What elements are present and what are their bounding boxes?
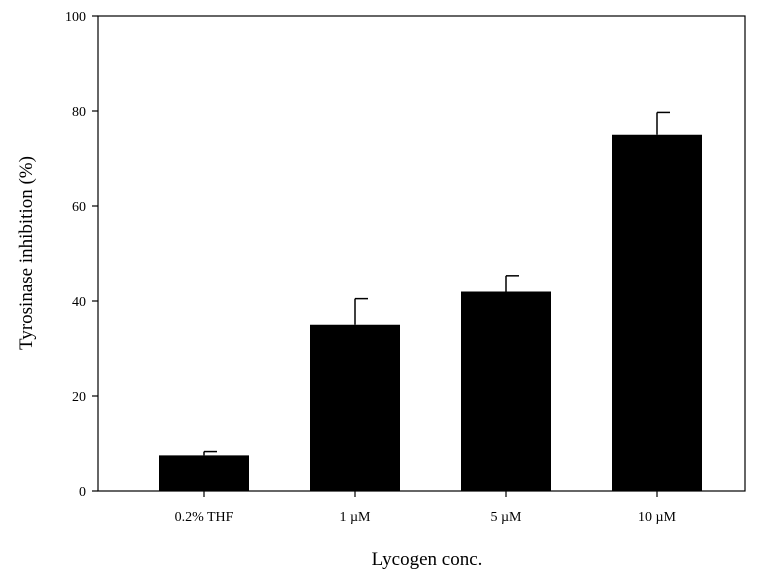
y-tick-label: 0	[79, 485, 86, 500]
bars	[159, 111, 702, 491]
y-tick-label: 80	[72, 105, 86, 120]
x-tick-label: 5 µM	[490, 510, 522, 525]
bar	[461, 291, 551, 491]
plot-frame	[97, 15, 746, 492]
y-tick-label: 60	[72, 200, 86, 215]
y-axis-title: Tyrosinase inhibition (%)	[16, 156, 37, 350]
plot-border	[97, 15, 746, 492]
y-tick-label: 20	[72, 390, 86, 405]
x-axis-title: Lycogen conc.	[372, 549, 483, 570]
y-tick-label: 100	[65, 10, 86, 25]
x-tick-label: 0.2% THF	[175, 510, 234, 525]
bar	[310, 324, 400, 491]
bar	[159, 455, 249, 491]
y-axis: 0 20 40 60 80 100	[65, 10, 98, 500]
y-tick-label: 40	[72, 295, 86, 310]
x-axis: 0.2% THF 1 µM 5 µM 10 µM	[175, 491, 677, 525]
x-tick-label: 10 µM	[638, 510, 677, 525]
x-tick-label: 1 µM	[339, 510, 371, 525]
bar	[612, 134, 702, 491]
